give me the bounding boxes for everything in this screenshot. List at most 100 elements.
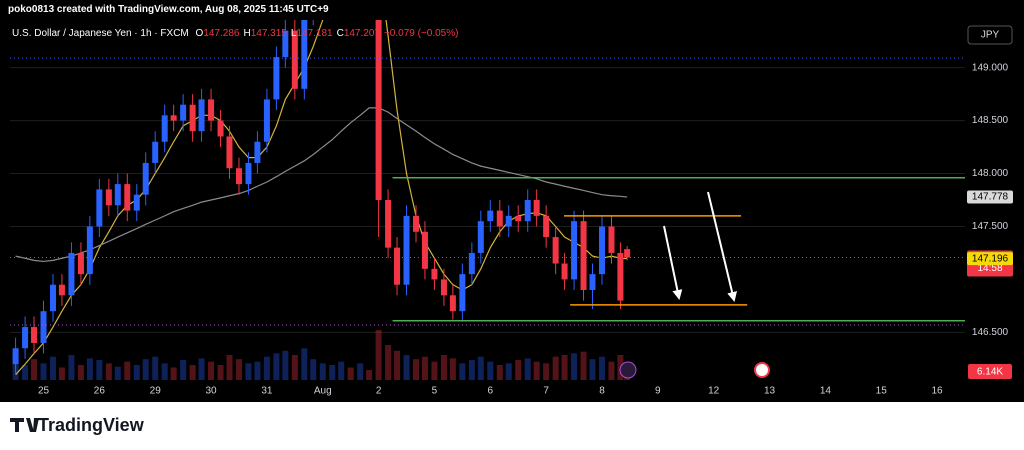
candle-body [22, 327, 29, 349]
price-badge [967, 190, 1013, 204]
x-tick-label: 29 [150, 386, 162, 397]
price-badge-label: 147.778 [972, 192, 1009, 203]
x-tick-label: 8 [599, 386, 605, 397]
ohlc-prefix: H [243, 28, 251, 39]
candle-body [217, 120, 224, 137]
x-tick-label: 25 [38, 386, 50, 397]
candle-body [301, 20, 308, 89]
change: −0.079 (−0.05%) [383, 28, 459, 39]
candle-body [468, 252, 475, 275]
candle-body [617, 252, 624, 301]
x-tick-label: 15 [876, 386, 888, 397]
event-icon[interactable] [619, 361, 637, 379]
price-badge-sub: 14:58 [977, 263, 1002, 274]
volume-bar [440, 355, 447, 380]
volume-bar [477, 356, 484, 380]
candle-body [77, 252, 84, 275]
volume-bar [142, 359, 149, 380]
currency-box[interactable] [967, 25, 1013, 45]
volume-bar [152, 356, 159, 380]
volume-bar [505, 363, 512, 380]
volume-bar [431, 361, 438, 380]
candle-body [608, 226, 615, 253]
candle-body [291, 30, 298, 89]
volume-bar [403, 355, 410, 380]
candle-body [421, 231, 428, 269]
candle-body [515, 215, 522, 222]
volume-bar [189, 365, 196, 380]
ohlc-prefix: L [290, 28, 297, 39]
candle-body [12, 348, 19, 365]
candle-body [31, 327, 38, 343]
volume-bar [180, 360, 187, 380]
flag-icon[interactable] [754, 362, 770, 378]
volume-bar [198, 358, 205, 380]
ohlc-value: 147.286 [203, 28, 240, 39]
volume-bar [40, 363, 47, 380]
candle-body [86, 226, 93, 275]
volume-bar [291, 355, 298, 380]
volume-bar [366, 370, 373, 380]
volume-bar [598, 356, 605, 380]
volume-bar [133, 365, 140, 380]
candle-body [208, 99, 215, 121]
x-tick-label: 26 [94, 386, 106, 397]
volume-bar [543, 363, 550, 380]
y-tick-label: 146.500 [972, 327, 1009, 338]
x-tick-label: 16 [932, 386, 944, 397]
x-tick-label: 6 [488, 386, 494, 397]
volume-bar [96, 360, 103, 380]
x-tick-label: 5 [432, 386, 438, 397]
header: poko0813 created with TradingView.com, A… [8, 4, 329, 15]
candle-body [124, 184, 131, 211]
volume-bar [226, 355, 233, 380]
candle-body [68, 252, 75, 296]
volume-bar [421, 356, 428, 380]
volume-bar [114, 366, 121, 380]
volume-bar [580, 351, 587, 380]
volume-bar [217, 365, 224, 380]
candle-body [477, 221, 484, 253]
candle-body [198, 99, 205, 132]
volume-bar [208, 361, 215, 380]
volume-bar [413, 359, 420, 380]
x-tick-label: Aug [314, 386, 332, 397]
volume-bar [394, 350, 401, 380]
volume-bar [124, 361, 131, 380]
symbol: U.S. Dollar / Japanese Yen · 1h · FXCM [12, 28, 189, 39]
ohlc-value: 147.315 [250, 28, 287, 39]
volume-badge [968, 364, 1012, 379]
y-tick-label: 148.000 [972, 168, 1009, 179]
candle-body [273, 57, 280, 100]
volume-bar [496, 365, 503, 380]
candle-body [161, 115, 168, 142]
price-badge [967, 252, 1013, 266]
candle-body [105, 189, 112, 206]
x-tick-label: 30 [205, 386, 217, 397]
volume-bar [449, 358, 456, 380]
legend: U.S. Dollar / Japanese Yen · 1h · FXCM O… [12, 28, 458, 39]
volume-bar [31, 359, 38, 380]
volume-bar [170, 367, 177, 380]
candle-body [263, 99, 270, 142]
x-tick-label: 14 [820, 386, 832, 397]
volume-bar [77, 365, 84, 380]
x-tick-label: 9 [655, 386, 661, 397]
volume-bar [273, 353, 280, 380]
candle-body [403, 215, 410, 285]
volume-bar [357, 363, 364, 380]
candle-body [96, 189, 103, 227]
candle-body [459, 274, 466, 312]
candle-body [189, 104, 196, 132]
volume-bar [329, 365, 336, 380]
candle-body [552, 237, 559, 264]
chart-background [0, 0, 1024, 402]
candle-body [180, 104, 187, 121]
volume-bar [105, 363, 112, 380]
x-tick-label: 7 [543, 386, 549, 397]
volume-bar [22, 365, 29, 380]
ohlc-prefix: O [195, 28, 204, 39]
candle-body [487, 210, 494, 222]
